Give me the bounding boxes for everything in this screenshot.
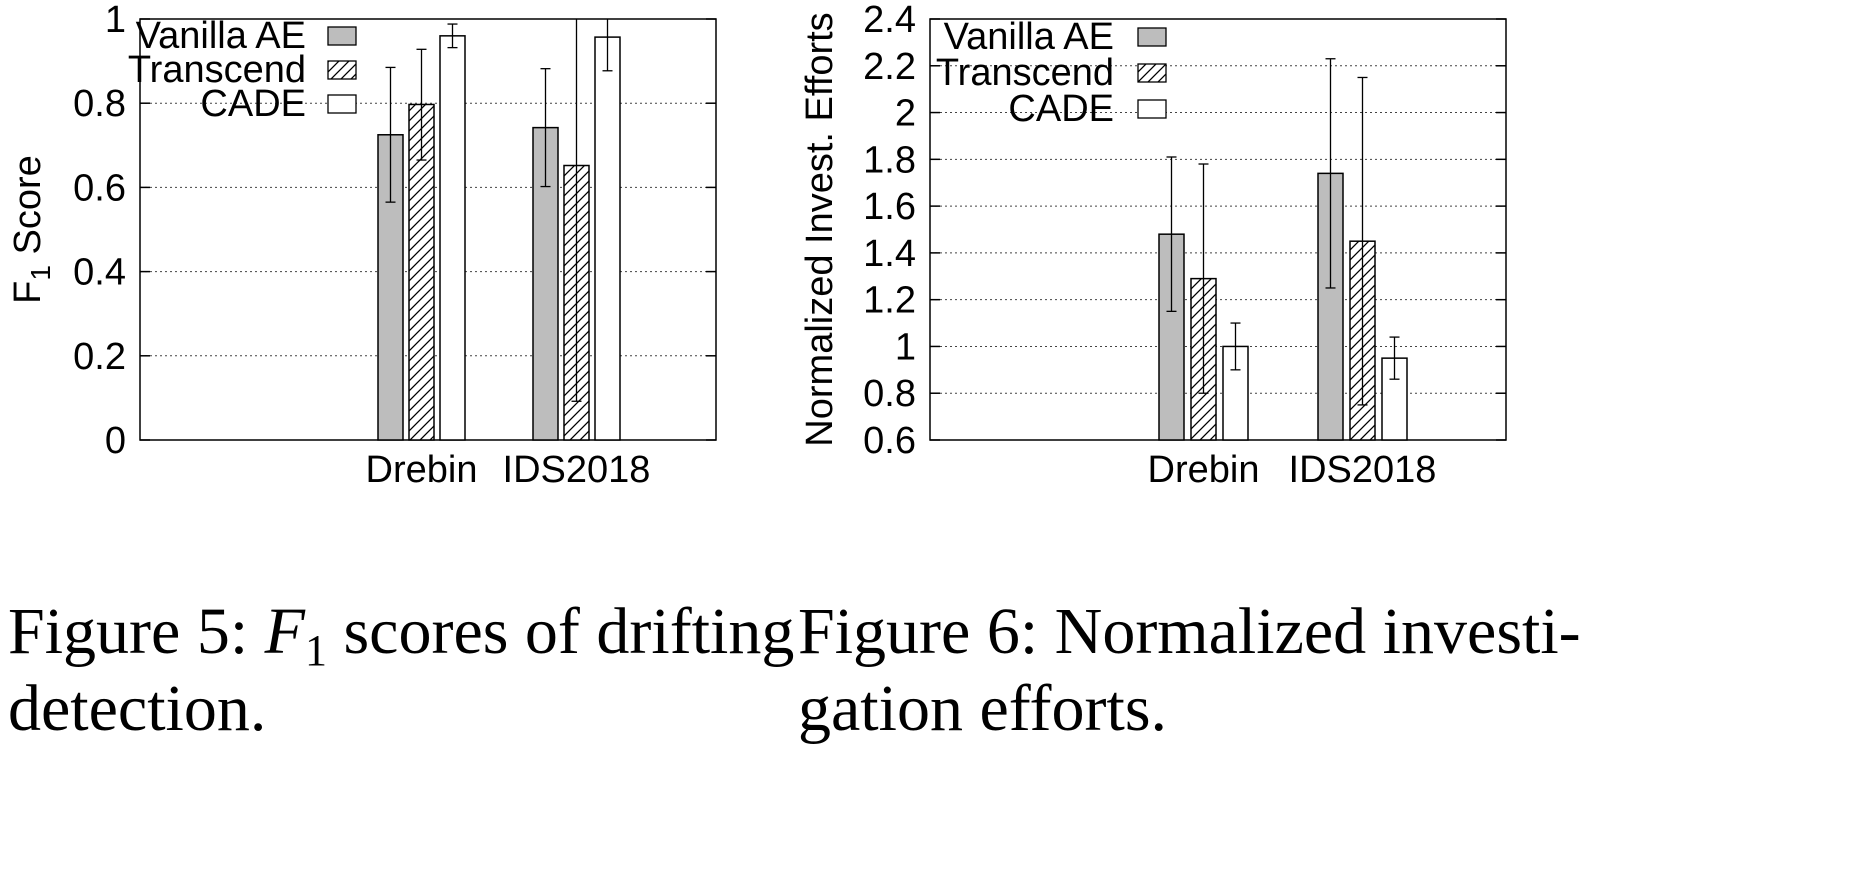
y-tick-label: 0.6 bbox=[73, 167, 126, 209]
y-tick-label: 0.8 bbox=[863, 373, 916, 415]
y-tick-label: 0.8 bbox=[73, 83, 126, 125]
legend-swatch bbox=[327, 94, 357, 114]
figure5-caption-line1: Figure 5: F1 scores of drifting bbox=[8, 595, 794, 675]
legend-label: CADE bbox=[1008, 88, 1114, 130]
legend-label: CADE bbox=[200, 83, 306, 125]
bar-vanilla-ae-drebin bbox=[377, 134, 404, 441]
y-tick-label: 0.4 bbox=[73, 252, 126, 294]
figure5-caption-line2: detection. bbox=[8, 672, 266, 745]
legend-swatch bbox=[1137, 63, 1167, 83]
x-tick-label-ids2018: IDS2018 bbox=[503, 449, 651, 491]
legend-label: Vanilla AE bbox=[944, 16, 1114, 58]
y-tick-label: 1 bbox=[895, 326, 916, 368]
y-tick-label: 1.8 bbox=[863, 139, 916, 181]
chart-f1-scores: 0 0.2 0.4 0.6 0.8 1 F1 Score Drebin IDS2018 Vanil… bbox=[7, 0, 717, 491]
y-axis-label: Normalized Invest. Efforts bbox=[799, 12, 841, 446]
y-tick-label: 0.2 bbox=[73, 336, 126, 378]
x-tick-label-drebin: Drebin bbox=[1148, 449, 1260, 491]
legend-label: Transcend bbox=[128, 49, 306, 91]
figure6-caption-line1: Figure 6: Normalized investi- bbox=[798, 595, 1581, 668]
x-tick-label-drebin: Drebin bbox=[366, 449, 478, 491]
y-tick-label: 2.4 bbox=[863, 0, 916, 41]
y-tick-label: 1.6 bbox=[863, 186, 916, 228]
x-tick-label-ids2018: IDS2018 bbox=[1289, 449, 1437, 491]
y-tick-label: 2 bbox=[895, 93, 916, 135]
y-tick-label: 1.2 bbox=[863, 280, 916, 322]
y-tick-label: 1.4 bbox=[863, 233, 916, 275]
legend-swatch bbox=[327, 26, 357, 46]
legend-swatch bbox=[1137, 99, 1167, 119]
legend-label: Transcend bbox=[936, 52, 1114, 94]
y-tick-label: 0 bbox=[105, 420, 126, 462]
legend-swatch bbox=[327, 60, 357, 80]
y-axis-label: F1 Score bbox=[7, 155, 56, 304]
chart-investigation-efforts: 0.6 0.8 11.2 1.4 1.6 1.82 2.2 2.4 Normalized Inv… bbox=[799, 0, 1507, 491]
bar-cade-drebin bbox=[439, 35, 466, 441]
bar-cade-ids2018 bbox=[594, 36, 621, 441]
plot-frame bbox=[929, 18, 1507, 441]
legend-swatch bbox=[1137, 27, 1167, 47]
y-tick-label: 1 bbox=[105, 0, 126, 41]
legend-label: Vanilla AE bbox=[136, 15, 306, 57]
y-tick-label: 0.6 bbox=[863, 420, 916, 462]
figure6-caption-line2: gation efforts. bbox=[798, 672, 1167, 745]
y-tick-label: 2.2 bbox=[863, 46, 916, 88]
